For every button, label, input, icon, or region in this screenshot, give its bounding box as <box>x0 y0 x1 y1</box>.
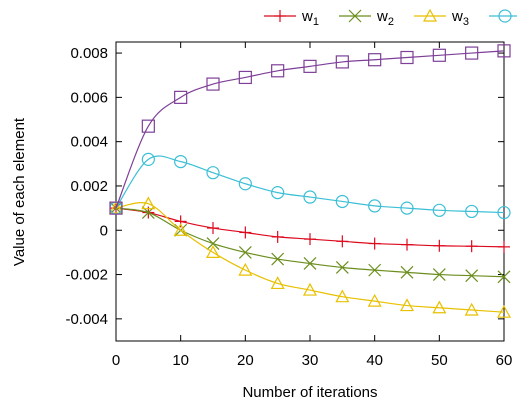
data-point-triangle <box>205 245 221 259</box>
data-point-triangle <box>367 293 382 307</box>
data-point-square <box>497 44 511 58</box>
data-point-cross <box>497 270 511 284</box>
legend-subscript: 2 <box>388 16 394 28</box>
data-point-square <box>109 201 123 215</box>
data-point-circle <box>271 186 285 200</box>
x-tick-label: 0 <box>112 352 120 369</box>
legend-subscript: 3 <box>463 16 469 28</box>
y-tick-label: 0.006 <box>70 89 108 106</box>
axis-ticks: 0 10 20 30 40 50 60 -0.004 -0.002 0 0.002 0.004 0.00… <box>65 42 512 369</box>
legend-label: w1 <box>301 8 319 28</box>
y-tick-label: 0.002 <box>70 178 108 195</box>
data-point-cross <box>368 263 382 277</box>
data-point-circle <box>238 177 252 191</box>
x-tick-label: 10 <box>172 352 189 369</box>
data-point-triangle <box>302 282 318 296</box>
data-point-circle <box>400 201 414 215</box>
legend-entry-w4: w4 <box>489 9 517 23</box>
data-point-square <box>303 59 317 73</box>
data-point-square <box>174 90 188 104</box>
data-point-triangle <box>464 302 479 316</box>
y-tick-label: -0.004 <box>65 311 108 328</box>
data-point-cross <box>335 261 349 274</box>
series-group <box>108 44 512 318</box>
data-point-triangle <box>432 300 447 314</box>
data-point-square <box>335 55 349 69</box>
data-point-square <box>400 50 414 65</box>
data-point-triangle <box>422 8 438 22</box>
data-point-cross <box>271 252 285 266</box>
data-point-cross <box>432 268 446 281</box>
data-point-circle <box>498 9 512 23</box>
y-tick-label: 0.004 <box>70 134 108 151</box>
legend-entry-w3: w3 <box>414 8 469 28</box>
data-point-triangle <box>399 298 415 312</box>
data-point-plus <box>274 10 286 22</box>
data-point-triangle <box>108 200 124 214</box>
data-point-circle <box>497 205 511 220</box>
y-tick-label: -0.002 <box>65 267 108 284</box>
data-point-triangle <box>270 276 285 290</box>
data-point-circle <box>303 190 317 204</box>
data-point-triangle <box>173 223 188 236</box>
y-axis-label: Value of each element <box>11 117 28 266</box>
x-axis-label: Number of iterations <box>242 384 377 401</box>
data-point-cross <box>348 9 362 23</box>
data-point-triangle <box>496 304 512 318</box>
series-w4 <box>109 152 511 220</box>
data-point-square <box>271 64 285 78</box>
data-point-cross <box>303 257 317 270</box>
data-point-square <box>141 119 155 133</box>
legend-entry-w1: w1 <box>264 8 319 28</box>
data-point-circle <box>141 152 155 166</box>
x-tick-label: 40 <box>366 352 383 369</box>
data-point-cross <box>465 269 479 283</box>
series-w1 <box>110 202 510 253</box>
x-tick-label: 50 <box>431 352 448 369</box>
data-point-square <box>206 77 220 91</box>
data-point-square <box>465 46 479 60</box>
x-tick-label: 20 <box>237 352 254 369</box>
y-tick-label: 0.008 <box>70 45 108 62</box>
x-tick-label: 30 <box>302 352 319 369</box>
data-point-plus <box>401 238 413 251</box>
x-tick-label: 60 <box>496 352 513 369</box>
series-w3 <box>108 196 512 318</box>
data-point-square <box>432 48 446 62</box>
data-point-cross <box>206 237 220 250</box>
data-point-square <box>368 53 382 67</box>
data-point-plus <box>465 240 478 253</box>
data-point-circle <box>206 166 220 180</box>
series-line <box>115 202 505 313</box>
data-point-circle <box>335 194 349 209</box>
data-point-circle <box>432 203 446 217</box>
data-point-plus <box>498 240 510 253</box>
legend-label: w2 <box>376 8 394 28</box>
data-point-plus <box>336 235 349 248</box>
y-tick-label: 0 <box>100 222 108 239</box>
data-point-plus <box>271 230 284 243</box>
legend-entry-w2: w2 <box>339 8 394 28</box>
data-point-circle <box>465 204 479 219</box>
data-point-plus <box>433 239 446 252</box>
legend: w1w2w3w4w5 <box>264 8 517 28</box>
legend-subscript: 1 <box>313 16 319 28</box>
series-line <box>115 155 505 214</box>
data-point-triangle <box>238 262 253 276</box>
series-line <box>115 50 505 209</box>
data-point-plus <box>207 222 219 235</box>
data-point-circle <box>368 199 382 213</box>
data-point-triangle <box>141 196 156 210</box>
data-point-cross <box>238 245 252 259</box>
series-w5 <box>109 44 511 215</box>
data-point-square <box>238 70 252 85</box>
data-point-plus <box>239 226 252 239</box>
data-point-plus <box>368 237 381 250</box>
legend-label: w3 <box>451 8 469 28</box>
data-point-cross <box>400 265 414 279</box>
data-point-plus <box>304 233 316 246</box>
data-point-circle <box>174 155 188 169</box>
data-point-triangle <box>335 289 350 303</box>
